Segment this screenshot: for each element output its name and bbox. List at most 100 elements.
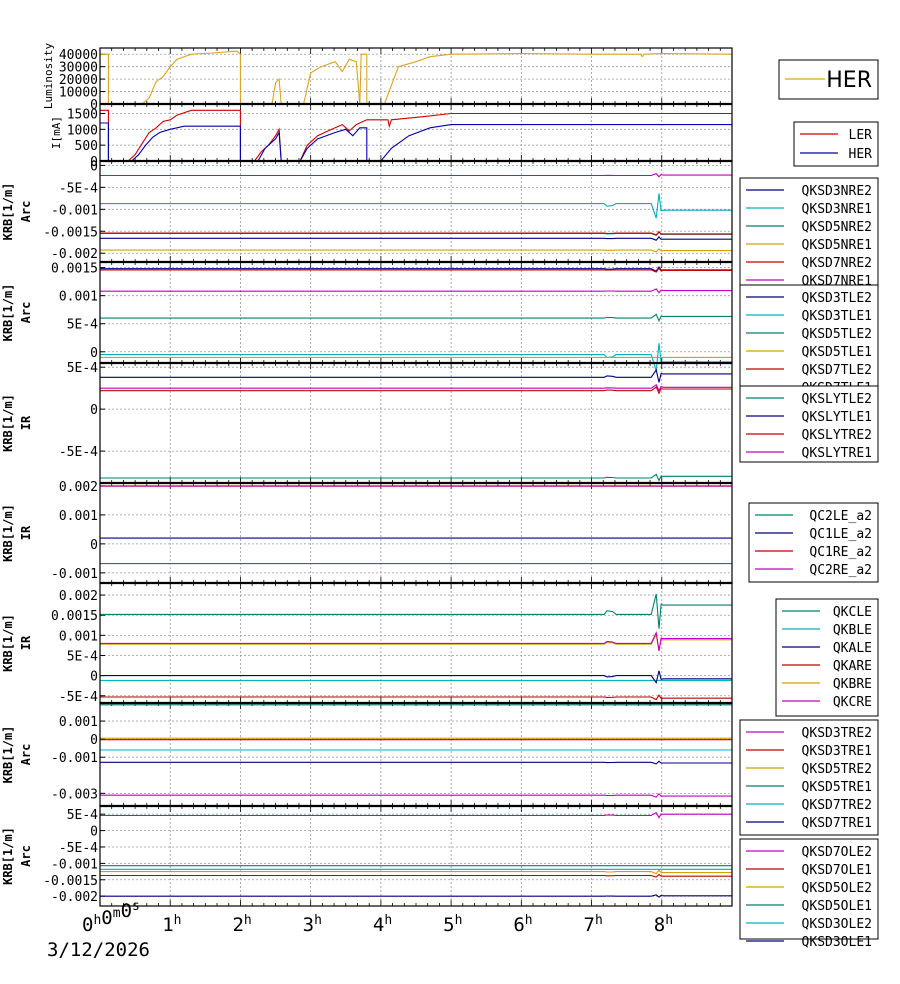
y-tick-label: 0 <box>90 403 98 418</box>
y-axis-label: KRB[1/m] <box>1 183 15 241</box>
panel-2: 0 -5E-4 -0.001 -0.0015 -0.002 KRB[1/m] Arc <box>1 159 733 263</box>
series-line-QKSD3OLE1 <box>100 894 732 898</box>
legend-label: QKSD7TRE1 <box>802 816 872 831</box>
y-axis-label-2: IR <box>19 415 33 430</box>
series-line-QKALE <box>100 670 732 685</box>
y-tick-label: -0.0015 <box>43 874 98 889</box>
y-axis-label: KRB[1/m] <box>1 827 15 885</box>
series-line-QKSD3TLE2 <box>100 266 732 272</box>
panel-5: 0.002 0.001 0 -0.001 KRB[1/m] IR <box>1 480 733 584</box>
legend-label: QC1RE_a2 <box>809 545 872 560</box>
series-line-QKSD7TLE1 <box>100 288 732 294</box>
series-line-HER <box>100 122 732 162</box>
y-axis-label-2: Arc <box>19 201 33 223</box>
legend-box <box>739 284 879 396</box>
y-tick-label: 500 <box>75 139 98 154</box>
legend-label: QKCRE <box>833 695 872 710</box>
y-axis-label-2: Arc <box>19 744 33 766</box>
y-axis-label: KRB[1/m] <box>1 614 15 672</box>
y-tick-label: 0.001 <box>59 290 98 305</box>
x-tick-label: 3h <box>303 913 322 936</box>
y-axis-label-2: IR <box>19 635 33 650</box>
y-tick-label: -0.003 <box>51 787 98 802</box>
legend-label: QKSD5TLE2 <box>802 327 872 342</box>
legend-label: QKSD3TRE1 <box>802 744 872 759</box>
legend-label: QKSD7TRE2 <box>802 798 872 813</box>
series-line-QKSLYTLE2 <box>100 473 732 482</box>
legend-label: QKARE <box>833 659 872 674</box>
y-tick-label: 30000 <box>59 61 98 76</box>
x-tick-label: 4h <box>373 913 392 936</box>
legend-label: QKSLYTLE2 <box>802 392 872 407</box>
legend-label: QKSD5NRE2 <box>802 220 872 235</box>
series-line-QKSLYTRE1 <box>100 383 732 392</box>
legend-8: QKSD7OLE2 QKSD7OLE1 QKSD5OLE2 QKSD5OLE1 QKSD… <box>739 838 879 950</box>
panel-7: 0.001 0 -0.001 -0.003 KRB[1/m] Arc <box>1 701 733 807</box>
y-tick-label: 0 <box>90 825 98 840</box>
series-line-QKSD3NRE2 <box>100 236 732 241</box>
panel-6: 0.002 0.0015 0.001 5E-4 0 -5E-4 KRB[1/m] IR <box>1 581 733 705</box>
y-axis-label-2: Arc <box>19 845 33 867</box>
legend-label: QKSD3TLE1 <box>802 309 872 324</box>
legend-label: QKSD3TLE2 <box>802 291 872 306</box>
legend-6: QKCLE QKBLE QKALE QKARE QKBRE QKCRE <box>775 598 879 717</box>
series-line-QKARE <box>100 694 732 701</box>
legend-3: QKSD3TLE2 QKSD3TLE1 QKSD5TLE2 QKSD5TLE1 QKSD… <box>739 284 879 396</box>
y-axis-label: KRB[1/m] <box>1 504 15 562</box>
panel-4: 5E-4 0 -5E-4 KRB[1/m] IR <box>1 361 733 484</box>
y-tick-label: -5E-4 <box>59 445 98 460</box>
y-tick-label: 0.0015 <box>51 262 98 277</box>
legend-box <box>739 838 879 940</box>
legend-5: QC2LE_a2 QC1LE_a2 QC1RE_a2 QC2RE_a2 <box>748 502 879 583</box>
y-axis-label-2: IR <box>19 525 33 540</box>
y-tick-label: -0.001 <box>51 857 98 872</box>
legend-box <box>793 121 879 167</box>
legend-box <box>775 598 879 717</box>
legend-label: QKSD7TLE2 <box>802 363 872 378</box>
panel-frame <box>99 805 733 907</box>
series-line-QKSLYTRE2 <box>100 386 732 395</box>
series-line-QKSD7TLE2 <box>100 267 732 273</box>
series-line-LER <box>100 109 732 162</box>
legend-label: QKSD3NRE2 <box>802 184 872 199</box>
y-tick-label: 5E-4 <box>67 361 98 376</box>
y-tick-label: 0.0015 <box>51 609 98 624</box>
legend-box <box>739 385 879 463</box>
y-tick-label: -0.002 <box>51 890 98 905</box>
y-tick-label: -0.001 <box>51 751 98 766</box>
y-tick-label: 0 <box>90 159 98 174</box>
y-tick-label: -5E-4 <box>59 841 98 856</box>
x-tick-label: 0h0m0s <box>82 899 140 936</box>
y-tick-label: -0.002 <box>51 247 98 262</box>
legend-label: HER <box>826 68 872 93</box>
y-tick-label: 40000 <box>59 48 98 63</box>
y-axis-label: KRB[1/m] <box>1 394 15 452</box>
legend-label: QKSD5NRE1 <box>802 238 872 253</box>
legend-label: QKSD3OLE2 <box>802 917 872 932</box>
legend-label: QC1LE_a2 <box>809 527 872 542</box>
legend-label: QKSD5TLE1 <box>802 345 872 360</box>
y-axis-label: I[mA] <box>50 116 63 149</box>
y-tick-label: 0 <box>90 98 98 113</box>
legend-label: QC2LE_a2 <box>809 509 872 524</box>
legend-label: QKSD7NRE2 <box>802 256 872 271</box>
legend-label: QKSD5TRE2 <box>802 762 872 777</box>
legend-label: QKSLYTRE1 <box>802 446 872 461</box>
y-tick-label: 5E-4 <box>67 808 98 823</box>
legend-label: QKALE <box>833 641 872 656</box>
panel-frame <box>99 47 733 105</box>
y-tick-label: 0.002 <box>59 589 98 604</box>
y-tick-label: 0 <box>90 155 98 170</box>
series-line-HER <box>100 50 733 105</box>
legend-box <box>739 719 879 836</box>
legend-label: QKSD5OLE1 <box>802 899 872 914</box>
panel-frame <box>99 362 733 484</box>
series-line-QKSD5NRE1 <box>100 248 732 253</box>
series-line-QKSD7OLE2 <box>100 811 732 819</box>
series-line-QKSD3TRE2 <box>100 792 732 798</box>
legend-label: QKSLYTRE2 <box>802 428 872 443</box>
panel-frame <box>99 160 733 263</box>
legend-label: QKSD3TRE2 <box>802 726 872 741</box>
